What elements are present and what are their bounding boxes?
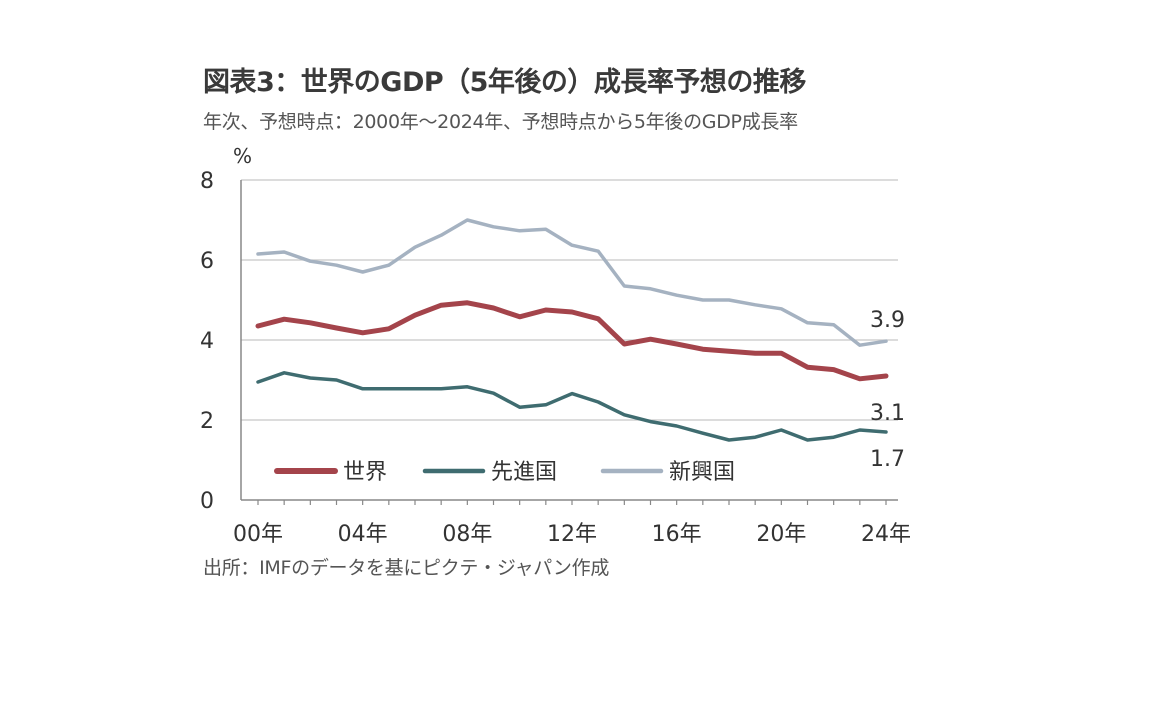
legend: 世界 先進国 新興国 [274,460,735,485]
y-tick-label: 2 [200,409,214,434]
series-line [256,218,888,347]
gridlines [241,179,898,421]
y-tick-label: 0 [200,489,214,514]
legend-label: 新興国 [669,460,735,485]
axes: 0 2 4 6 8% 00年 04年 08年 12年 16年 20年 24年 [200,144,911,547]
end-value-label: 3.9 [870,308,905,333]
data-labels: 3.1 1.7 3.9 [870,308,905,472]
y-unit-label: % [233,144,252,168]
series-lines [255,218,889,442]
end-value-label: 3.1 [870,401,905,426]
chart-subtitle: 年次、予想時点：2000年～2024年、予想時点から5年後のGDP成長率 [203,111,798,133]
x-tick-label: 20年 [756,522,806,547]
y-tick-label: 4 [200,329,214,354]
x-tick-label: 16年 [652,522,702,547]
chart-title: 図表3：世界のGDP（5年後の）成長率予想の推移 [203,67,806,98]
legend-label: 先進国 [491,460,557,485]
y-tick-label: 8 [200,169,214,194]
series-line [255,300,889,382]
x-tick-label: 12年 [547,522,597,547]
legend-label: 世界 [343,460,387,485]
x-tick-label: 08年 [442,522,492,547]
end-value-label: 1.7 [870,447,905,472]
series-line [256,371,888,442]
x-tick-label: 04年 [338,522,388,547]
source-note: 出所：IMFのデータを基にピクテ・ジャパン作成 [203,557,610,579]
y-tick-label: 6 [200,249,214,274]
x-tick-label: 24年 [861,522,911,547]
x-tick-label: 00年 [233,522,283,547]
